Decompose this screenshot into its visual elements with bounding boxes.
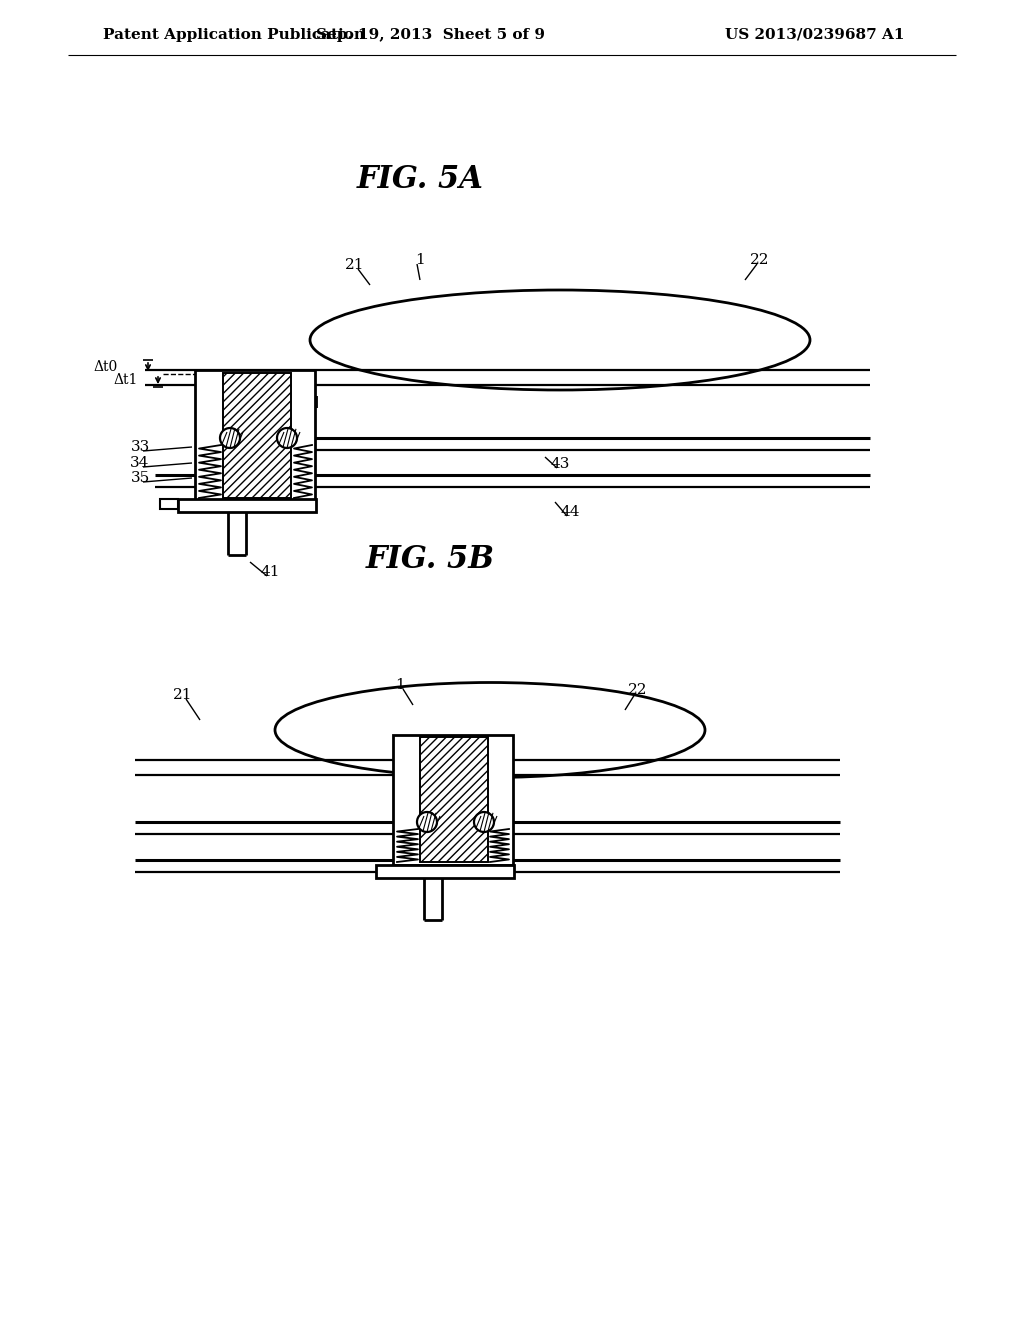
Text: 43: 43 [550, 457, 569, 471]
Text: Δt0: Δt0 [94, 360, 118, 374]
Circle shape [278, 428, 297, 447]
Bar [420, 737, 488, 862]
Text: 34: 34 [130, 455, 150, 470]
Text: 1: 1 [415, 253, 425, 267]
Text: 1: 1 [395, 678, 404, 692]
Text: 41: 41 [260, 565, 280, 579]
Text: FIG. 5A: FIG. 5A [356, 165, 483, 195]
Circle shape [220, 428, 240, 447]
Bar [195, 370, 315, 500]
Text: 33: 33 [130, 440, 150, 454]
Text: 21: 21 [173, 688, 193, 702]
Bar [376, 865, 514, 878]
Bar [393, 735, 513, 865]
Text: FIG. 5B: FIG. 5B [366, 544, 495, 576]
Text: 33a: 33a [242, 378, 272, 395]
Text: 21: 21 [345, 257, 365, 272]
Bar [223, 374, 291, 498]
Circle shape [474, 812, 494, 832]
Text: Sep. 19, 2013  Sheet 5 of 9: Sep. 19, 2013 Sheet 5 of 9 [315, 28, 545, 42]
Text: 44: 44 [560, 506, 580, 519]
Text: 35: 35 [130, 471, 150, 484]
Text: 22: 22 [751, 253, 770, 267]
Text: Patent Application Publication: Patent Application Publication [103, 28, 365, 42]
Text: US 2013/0239687 A1: US 2013/0239687 A1 [725, 28, 905, 42]
Circle shape [417, 812, 437, 832]
Text: Δt1: Δt1 [114, 374, 138, 388]
Text: 22: 22 [629, 682, 648, 697]
Bar [178, 499, 316, 512]
Bar [160, 499, 178, 510]
